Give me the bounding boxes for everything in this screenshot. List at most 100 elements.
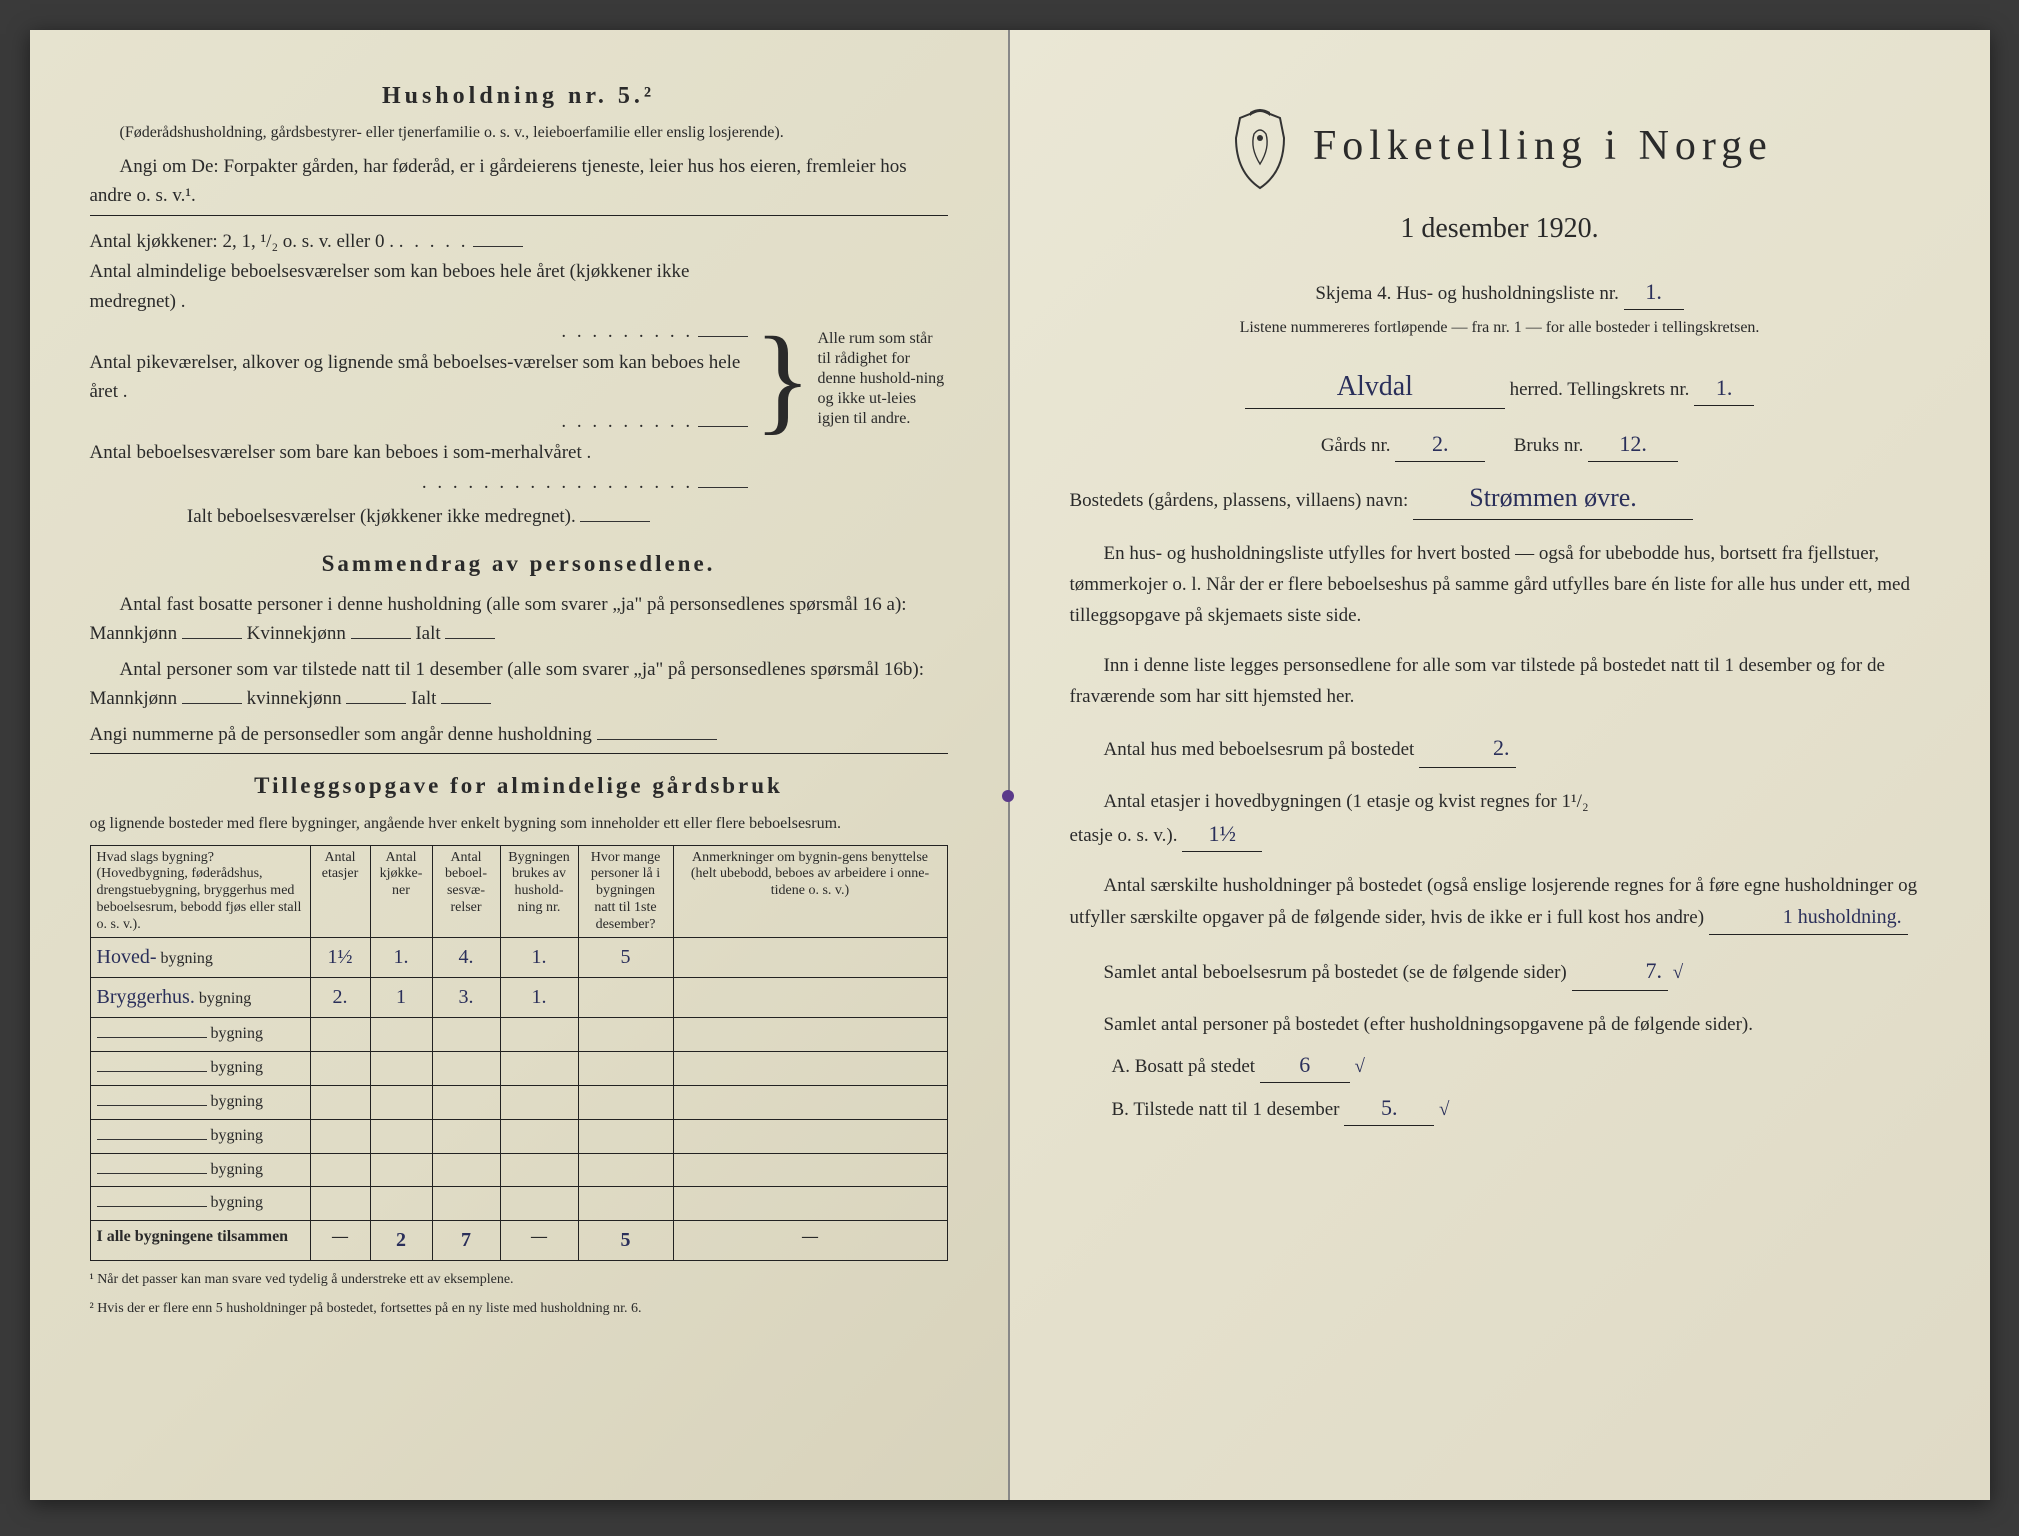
qb-value: 5.: [1381, 1091, 1398, 1125]
row-floors: 1½: [328, 942, 353, 973]
qb-line: B. Tilstede natt til 1 desember 5. √: [1070, 1091, 1930, 1126]
skjema-line: Skjema 4. Hus- og husholdningsliste nr. …: [1070, 275, 1930, 310]
table-row: bygning: [90, 1086, 947, 1120]
instruction-para-1: En hus- og husholdningsliste utfylles fo…: [1070, 538, 1930, 632]
q1-value: 2.: [1459, 730, 1510, 766]
gard-bruks-line: Gårds nr. 2. Bruks nr. 12.: [1070, 427, 1930, 462]
table-row: bygning: [90, 1119, 947, 1153]
bruks-nr: 12.: [1619, 427, 1647, 461]
tot-kitchens: 2: [396, 1225, 406, 1256]
table-row: bygning: [90, 1187, 947, 1221]
bygning-suffix: bygning: [211, 1161, 263, 1178]
q4-check: √: [1673, 962, 1683, 983]
bygning-suffix: bygning: [211, 1127, 263, 1144]
left-page: Husholdning nr. 5.² (Føderådshusholdning…: [30, 30, 1010, 1500]
row-name: Bryggerhus.: [97, 982, 195, 1013]
q5-line: Samlet antal personer på bostedet (efter…: [1070, 1009, 1930, 1040]
row-kitchens: 1.: [394, 942, 409, 973]
q4-line: Samlet antal beboelsesrum på bostedet (s…: [1070, 953, 1930, 990]
tillegg-sub: og lignende bosteder med flere bygninger…: [90, 812, 948, 837]
q3-line: Antal særskilte husholdninger på bostede…: [1070, 870, 1930, 935]
bygning-suffix: bygning: [211, 1194, 263, 1211]
tillegg-title: Tilleggsopgave for almindelige gårdsbruk: [90, 768, 948, 804]
row-floors: 2.: [333, 982, 348, 1013]
row-rooms: 4.: [459, 942, 474, 973]
table-row: bygning: [90, 1018, 947, 1052]
q4-label: Samlet antal beboelsesrum på bostedet (s…: [1104, 962, 1567, 983]
summary-a-line: Antal fast bosatte personer i denne hush…: [90, 590, 948, 649]
row-household-nr: 1.: [532, 982, 547, 1013]
row-household-nr: 1.: [532, 942, 547, 973]
ialt-line: Ialt beboelsesværelser (kjøkkener ikke m…: [90, 502, 748, 531]
bruks-label: Bruks nr.: [1514, 435, 1584, 456]
rooms-line-1: Antal almindelige beboelsesværelser som …: [90, 257, 748, 316]
qb-label: B. Tilstede natt til 1 desember: [1112, 1099, 1340, 1120]
herred-line: Alvdal herred. Tellingskrets nr. 1.: [1070, 365, 1930, 409]
rooms-line-2: Antal pikeværelser, alkover og lignende …: [90, 348, 748, 407]
q2-line: Antal etasjer i hovedbygningen (1 etasje…: [1070, 786, 1930, 817]
col-building-type: Hvad slags bygning? (Hovedbygning, føder…: [90, 845, 310, 938]
q2-label-b: etasje o. s. v.).: [1070, 825, 1178, 846]
skjema-nr: 1.: [1645, 275, 1662, 309]
bosted-name: Strømmen øvre.: [1469, 478, 1637, 518]
gard-nr: 2.: [1432, 427, 1449, 461]
listene-note: Listene nummereres fortløpende — fra nr.…: [1070, 316, 1930, 341]
herred-label: herred. Tellingskrets nr.: [1510, 379, 1690, 400]
tot-rooms: 7: [461, 1225, 471, 1256]
bygning-suffix: bygning: [211, 1093, 263, 1110]
table-totals-row: I alle bygningene tilsammen — 2 7 — 5 —: [90, 1221, 947, 1261]
kitchens-line: Antal kjøkkener: 2, 1, ¹/₂ o. s. v. elle…: [90, 227, 748, 256]
col-remarks: Anmerkninger om bygnin-gens benyttelse (…: [673, 845, 947, 938]
brace-text: Alle rum som står til rådighet for denne…: [818, 329, 948, 429]
col-floors: Antal etasjer: [310, 845, 370, 938]
summary-title: Sammendrag av personsedlene.: [90, 546, 948, 582]
bygning-suffix: bygning: [211, 1059, 263, 1076]
footnote-1: ¹ Når det passer kan man svare ved tydel…: [90, 1271, 948, 1290]
q4-value: 7.: [1612, 953, 1663, 989]
qb-check: √: [1439, 1099, 1449, 1120]
document-spread: Husholdning nr. 5.² (Føderådshusholdning…: [30, 30, 1990, 1500]
table-row: Hoved- bygning 1½ 1. 4. 1. 5: [90, 938, 947, 978]
footnote-2: ² Hvis der er flere enn 5 husholdninger …: [90, 1300, 948, 1319]
household-sub1: (Føderådshusholdning, gårdsbestyrer- ell…: [90, 121, 948, 146]
herred-name: Alvdal: [1337, 365, 1413, 408]
q2-label-a: Antal etasjer i hovedbygningen (1 etasje…: [1104, 791, 1589, 812]
rooms-line-3: Antal beboelsesværelser som bare kan beb…: [90, 438, 748, 467]
bosted-line: Bostedets (gårdens, plassens, villaens) …: [1070, 478, 1930, 519]
summary-b-line: Antal personer som var tilstede natt til…: [90, 655, 948, 714]
buildings-table: Hvad slags bygning? (Hovedbygning, føder…: [90, 845, 948, 1262]
col-persons: Hvor mange personer lå i bygningen natt …: [578, 845, 673, 938]
q2-value: 1½: [1209, 817, 1237, 851]
kvinne-label-1: Kvinnekjønn: [247, 623, 346, 644]
row-kitchens: 1: [396, 982, 406, 1013]
col-kitchens: Antal kjøkke-ner: [370, 845, 432, 938]
tot-floors: —: [310, 1221, 370, 1261]
qa-line: A. Bosatt på stedet 6 √: [1070, 1048, 1930, 1083]
totals-label: I alle bygningene tilsammen: [90, 1221, 310, 1261]
coat-of-arms-icon: [1226, 108, 1294, 201]
kvinne-label-2: kvinnekjønn: [247, 688, 342, 709]
angi-numbers-line: Angi nummerne på de personsedler som ang…: [90, 720, 948, 749]
row-name: Hoved-: [97, 942, 157, 973]
row-persons: 5: [621, 942, 631, 973]
ink-dot: [1002, 790, 1014, 802]
instruction-para-2: Inn i denne liste legges personsedlene f…: [1070, 650, 1930, 713]
table-row: Bryggerhus. bygning 2. 1 3. 1.: [90, 978, 947, 1018]
row-rooms: 3.: [459, 982, 474, 1013]
table-row: bygning: [90, 1052, 947, 1086]
bygning-suffix: bygning: [160, 950, 212, 967]
col-household-nr: Bygningen brukes av hushold-ning nr.: [500, 845, 578, 938]
q1-label: Antal hus med beboelsesrum på bostedet: [1104, 739, 1415, 760]
q1-line: Antal hus med beboelsesrum på bostedet 2…: [1070, 730, 1930, 767]
tellingskrets-nr: 1.: [1716, 371, 1733, 405]
household-sub2: Angi om De: Forpakter gården, har føderå…: [90, 152, 948, 211]
angi-label: Angi nummerne på de personsedler som ang…: [90, 724, 592, 745]
census-title: Folketelling i Norge: [1313, 123, 1773, 169]
ialt-label-2: Ialt: [411, 688, 436, 709]
q3-value: 1 husholdning.: [1749, 901, 1902, 934]
bosted-label: Bostedets (gårdens, plassens, villaens) …: [1070, 490, 1409, 511]
table-row: bygning: [90, 1153, 947, 1187]
ialt-label: Ialt beboelsesværelser (kjøkkener ikke m…: [187, 506, 576, 527]
right-page: Folketelling i Norge 1 desember 1920. Sk…: [1010, 30, 1990, 1500]
brace-icon: }: [748, 328, 818, 430]
